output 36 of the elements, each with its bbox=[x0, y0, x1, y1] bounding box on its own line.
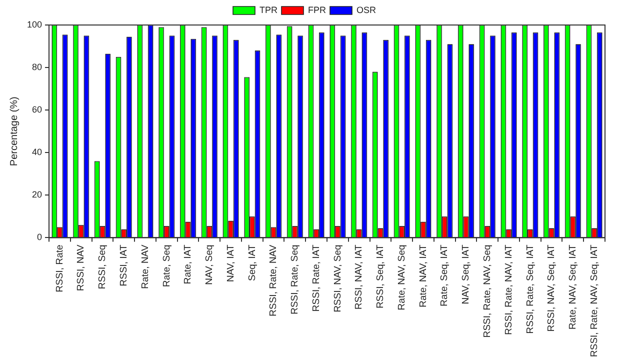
legend-label: OSR bbox=[356, 4, 376, 15]
x-tick-label: Seq, IAT bbox=[246, 244, 258, 281]
x-tick-label: RSSI, NAV, Seq, IAT bbox=[546, 244, 558, 332]
x-tick-label: Rate, IAT bbox=[182, 244, 194, 284]
x-tick-label: NAV, Seq bbox=[204, 244, 216, 285]
x-tick-label: NAV, IAT bbox=[225, 244, 236, 282]
x-tick-label: RSSI, Rate bbox=[54, 244, 66, 292]
legend-label: TPR bbox=[260, 4, 278, 15]
y-tick-label: 20 bbox=[32, 190, 42, 200]
x-tick-label: Rate, NAV, Seq bbox=[396, 244, 408, 310]
x-tick-label: RSSI, NAV bbox=[76, 244, 87, 291]
legend-label: FPR bbox=[308, 4, 326, 15]
y-tick-label: 40 bbox=[32, 147, 42, 158]
x-tick-label: NAV, Seq, IAT bbox=[460, 244, 472, 304]
x-tick-label: RSSI, IAT bbox=[118, 244, 130, 286]
x-tick-label: RSSI, Rate, Seq bbox=[290, 244, 301, 314]
y-tick-label: 80 bbox=[32, 62, 42, 72]
x-tick-label: RSSI, Seq, IAT bbox=[375, 244, 386, 308]
x-tick-label: RSSI, Seq bbox=[97, 244, 108, 290]
x-tick-label: Rate, Seq bbox=[161, 244, 172, 287]
x-tick-label: Rate, NAV, Seq, IAT bbox=[568, 244, 579, 330]
y-axis-title: Percentage (%) bbox=[8, 96, 20, 166]
x-tick-label: RSSI, Rate, Seq, IAT bbox=[524, 244, 536, 334]
x-tick-label: RSSI, NAV, IAT bbox=[354, 244, 365, 310]
y-tick-label: 100 bbox=[26, 19, 42, 30]
x-tick-label: RSSI, Rate, NAV, Seq, IAT bbox=[588, 244, 600, 358]
x-tick-label: Rate, Seq, IAT bbox=[439, 244, 450, 306]
x-tick-label: RSSI, Rate, IAT bbox=[310, 244, 322, 312]
x-tick-label: RSSI, Rate, NAV, Seq bbox=[482, 244, 494, 338]
x-tick-label: Rate, NAV bbox=[140, 244, 151, 289]
y-tick-label: 0 bbox=[37, 232, 42, 242]
x-tick-label: RSSI, NAV, Seq bbox=[332, 244, 344, 312]
x-tick-label: Rate, NAV, IAT bbox=[418, 244, 429, 308]
x-tick-label: RSSI, Rate, NAV bbox=[268, 244, 280, 316]
y-tick-label: 60 bbox=[32, 104, 42, 115]
x-tick-label: RSSI, Rate, NAV, IAT bbox=[503, 244, 514, 335]
